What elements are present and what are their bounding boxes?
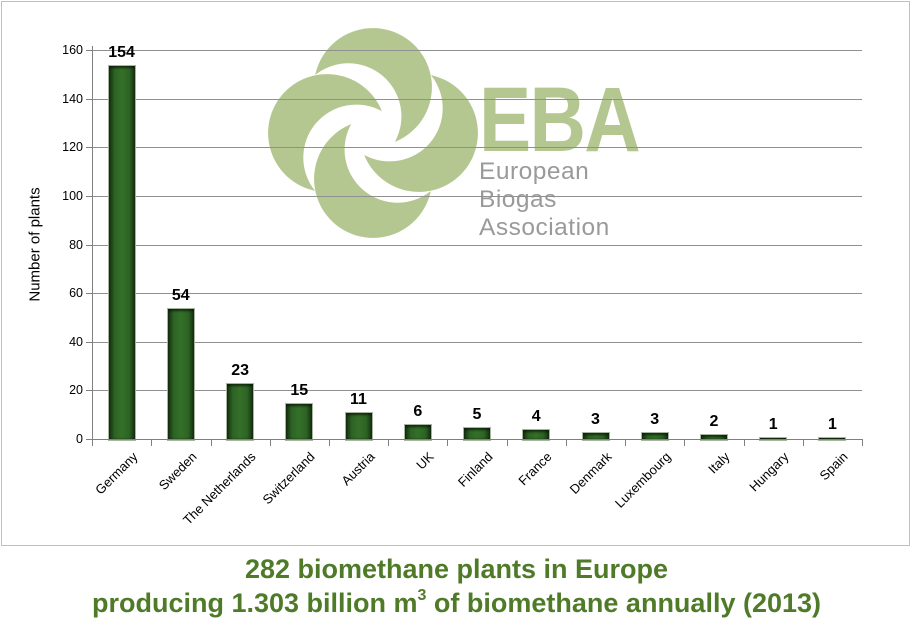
bar-value-label: 3 (591, 410, 600, 428)
gridline (92, 293, 862, 295)
bar-value-label: 15 (290, 381, 309, 399)
x-category-label: Italy (705, 449, 733, 477)
x-tick-mark (92, 440, 93, 446)
y-tick-mark (86, 98, 92, 100)
bar-value-label: 3 (650, 410, 660, 428)
bar (463, 426, 491, 441)
y-tick-mark (86, 50, 92, 51)
bar-value-label: 1 (827, 415, 837, 433)
x-axis-line (92, 439, 863, 440)
x-category-label: Austria (337, 449, 378, 489)
x-tick-mark (565, 440, 567, 446)
chart-frame: EBA European Biogas Association Number o… (1, 1, 910, 546)
y-tick-mark (86, 293, 92, 295)
bar (640, 431, 669, 441)
gridline (92, 147, 862, 149)
y-tick-label: 120 (62, 140, 83, 155)
y-tick-mark (86, 439, 92, 440)
y-tick-label: 100 (62, 188, 83, 203)
y-tick-label: 140 (62, 91, 83, 106)
bar-value-label: 4 (531, 408, 541, 426)
y-tick-label: 0 (76, 432, 83, 446)
y-tick-label: 60 (69, 286, 83, 301)
x-category-label: UK (413, 449, 437, 473)
x-category-label: Germany (91, 449, 141, 498)
bar-value-label: 54 (171, 286, 190, 304)
caption-line-2-prefix: producing 1.303 billion m (91, 588, 418, 618)
x-tick-mark (684, 440, 686, 446)
x-tick-mark (625, 440, 627, 446)
gridline (92, 244, 862, 246)
gridline (92, 341, 862, 343)
bar-value-label: 23 (231, 362, 249, 380)
caption-superscript-3: 3 (417, 587, 427, 604)
bar (226, 383, 255, 441)
y-tick-mark (86, 390, 92, 392)
bar-value-label: 11 (350, 391, 367, 409)
x-tick-mark (802, 440, 804, 446)
bar (285, 402, 314, 441)
bar-value-label: 6 (413, 403, 423, 421)
caption-line-1: 282 biomethane plants in Europe (244, 554, 669, 584)
x-category-label: Spain (816, 449, 851, 484)
bar-value-label: 154 (108, 43, 135, 61)
x-category-label: Switzerland (259, 449, 318, 508)
x-category-label: Sweden (155, 449, 200, 493)
x-tick-mark (447, 440, 449, 446)
y-tick-label: 80 (69, 237, 83, 252)
bar (107, 64, 136, 441)
x-category-label: Luxembourg (611, 449, 674, 511)
y-tick-mark (86, 244, 92, 246)
gridline (92, 98, 862, 100)
gridline (92, 390, 862, 392)
x-tick-mark (743, 440, 745, 446)
bar (403, 424, 432, 441)
gridline (92, 195, 862, 197)
bar-value-label: 1 (768, 415, 778, 433)
x-tick-mark (862, 440, 863, 446)
eba-flower-icon (262, 22, 484, 244)
bar-value-label: 5 (472, 405, 482, 423)
bar (344, 412, 373, 441)
eba-wordmark: EBA (479, 69, 641, 171)
gridline (92, 50, 862, 51)
bar (818, 436, 847, 441)
caption-line-2-suffix: of biomethane annually (2013) (426, 588, 822, 618)
bar (581, 431, 610, 441)
x-tick-mark (506, 440, 508, 446)
bar (166, 307, 195, 441)
bar (699, 434, 728, 441)
bar (522, 429, 551, 441)
y-tick-label: 160 (62, 43, 83, 57)
x-tick-mark (388, 440, 390, 446)
eba-subtitle: European Biogas Association (479, 158, 610, 241)
y-tick-label: 20 (69, 383, 83, 398)
x-category-label: Finland (454, 449, 496, 490)
x-category-label: France (515, 449, 555, 489)
bar (759, 436, 788, 441)
y-axis-line (92, 46, 93, 446)
x-tick-mark (269, 440, 271, 446)
x-tick-mark (151, 440, 153, 446)
y-tick-label: 40 (69, 334, 83, 349)
y-tick-mark (86, 195, 92, 197)
chart-caption: 282 biomethane plants in Europe producin… (0, 552, 913, 620)
x-tick-mark (210, 440, 212, 446)
y-tick-mark (86, 341, 92, 343)
x-tick-mark (328, 440, 330, 446)
caption-line-2: producing 1.303 billion m3 of biomethane… (0, 586, 913, 620)
y-tick-mark (86, 147, 92, 149)
x-category-label: Denmark (566, 449, 615, 497)
x-category-label: Hungary (746, 449, 792, 495)
bar-value-label: 2 (709, 413, 719, 431)
x-category-label: The Netherlands (180, 449, 259, 528)
